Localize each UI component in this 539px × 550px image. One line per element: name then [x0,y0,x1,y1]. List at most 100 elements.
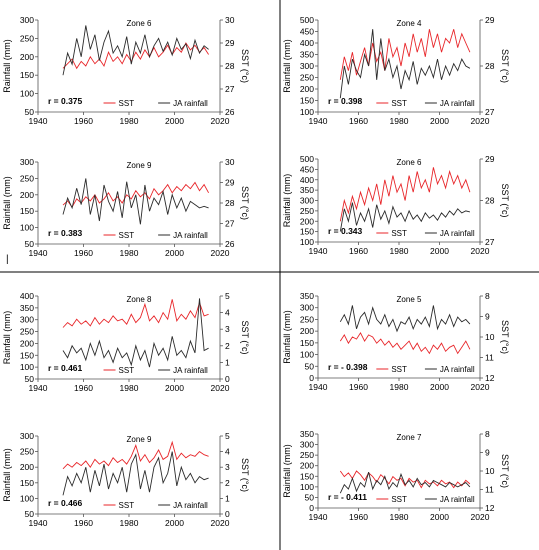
y-tick-label: 200 [20,338,34,348]
x-tick-label: 2000 [430,382,449,392]
rainfall-line [339,202,471,232]
charts-group: 1940 1960 1980 2000 202050100150200250300262… [2,15,510,528]
y2-tick-label: 10 [485,332,495,342]
y-tick-label: 350 [300,429,314,439]
y-tick-label: 200 [300,216,314,226]
x-tick-label: 1940 [29,518,48,528]
sst-line [339,29,471,80]
y2-tick-label: 4 [225,308,230,318]
x-tick-label: 2000 [165,248,184,258]
x-tick-label: 2020 [211,383,230,393]
y-tick-label: 300 [300,303,314,313]
y2-tick-label: 27 [225,84,235,94]
y-tick-label: 300 [20,15,34,25]
correlation-label: r = 0.398 [328,96,363,106]
y-tick-label: 450 [300,164,314,174]
x-tick-label: 1940 [309,382,328,392]
legend-sst-label: SST [119,366,135,375]
legend-sst-label: SST [119,501,135,510]
legend-sst-label: SST [391,495,407,504]
x-tick-label: 2000 [165,116,184,126]
panel-title: Zone 4 [397,19,422,28]
y2-tick-label: 26 [225,239,235,249]
y2-tick-label: 8 [485,429,490,439]
sst-line [62,440,209,470]
y-axis-label: Rainfall (mm) [282,310,292,364]
y-tick-label: 150 [20,70,34,80]
x-tick-label: 1960 [349,246,368,256]
legend-rainfall-label: JA rainfall [173,231,208,240]
x-tick-label: 2020 [211,248,230,258]
y-tick-label: 150 [300,338,314,348]
y2-tick-label: 28 [485,61,495,71]
y2-tick-label: 27 [225,219,235,229]
y-tick-label: 300 [300,61,314,71]
x-tick-label: 2020 [211,116,230,126]
chart-panel: 1940 1960 1980 2000 202005010015020025030035… [282,429,510,522]
y-tick-label: 250 [300,450,314,460]
y-axis-label: Rainfall (mm) [2,448,12,502]
y-tick-label: 250 [300,314,314,324]
y-tick-label: 300 [20,431,34,441]
y2-axis-label: SST (°c) [240,186,250,220]
y-axis-label: Rainfall (mm) [282,39,292,93]
x-tick-label: 1980 [120,518,139,528]
y-tick-label: 250 [300,206,314,216]
x-tick-label: 1940 [309,116,328,126]
y-tick-label: 400 [20,291,34,301]
legend-sst-label: SST [391,229,407,238]
y2-tick-label: 11 [485,485,494,495]
y-tick-label: 100 [20,223,34,233]
y2-tick-label: 3 [225,324,230,334]
x-tick-label: 1980 [120,383,139,393]
sst-line [62,299,209,328]
y-tick-label: 250 [20,33,34,43]
y2-axis-label: SST (°c) [500,49,510,83]
y2-tick-label: 8 [485,291,490,301]
y2-tick-label: 1 [225,493,230,503]
chart-panel: 1940 1960 1980 2000 202010015020025030035040… [282,154,510,256]
chart-panel: 1940 1960 1980 2000 2020 50 100 150 200 250 300 0 1 2… [2,431,250,528]
chart-panel: 1940 1960 1980 2000 2020 50 100 150 200 250 300 26 2… [2,15,250,126]
y-axis-label: Rainfall (mm) [282,444,292,498]
panel-title: Zone 7 [397,433,422,442]
y-tick-label: 150 [300,227,314,237]
y-tick-label: 100 [300,350,314,360]
correlation-label: r = - 0.398 [328,362,368,372]
y2-tick-label: 29 [485,15,495,25]
chart-panel: 1940 1960 1980 2000 202005010015020025030035… [282,291,510,392]
x-tick-label: 1940 [29,116,48,126]
panel-title: Zone 9 [127,161,152,170]
y-tick-label: 100 [300,237,314,247]
correlation-label: r = 0.466 [48,498,83,508]
correlation-label: r = 0.461 [48,363,83,373]
chart-panel: 1940 1960 1980 2000 202010015020025030035040… [282,15,510,126]
y-tick-label: 300 [300,196,314,206]
rainfall-line [62,178,209,225]
x-tick-label: 2020 [471,512,490,522]
y-tick-label: 150 [300,96,314,106]
x-tick-label: 1960 [74,116,93,126]
x-tick-label: 2000 [165,383,184,393]
y2-axis-label: SST (°c) [500,454,510,488]
y2-axis-label: SST (°c) [500,184,510,218]
y2-tick-label: 10 [485,466,495,476]
y-tick-label: 300 [20,157,34,167]
y2-tick-label: 1 [225,357,230,367]
y2-axis-label: SST (°c) [500,320,510,354]
sst-line [339,470,471,489]
x-tick-label: 2020 [211,518,230,528]
y2-tick-label: 4 [225,447,230,457]
legend-rainfall-label: JA rainfall [440,495,475,504]
y2-tick-label: 27 [485,107,495,117]
y-tick-label: 200 [20,52,34,62]
x-tick-label: 2020 [471,382,490,392]
y-tick-label: 100 [20,362,34,372]
x-tick-label: 1940 [309,246,328,256]
y2-tick-label: 28 [225,198,235,208]
panel-title: Zone 5 [397,295,422,304]
rainfall-line [62,25,209,76]
y-tick-label: 50 [25,107,35,117]
y-tick-label: 50 [25,509,35,519]
y-tick-label: 200 [300,461,314,471]
